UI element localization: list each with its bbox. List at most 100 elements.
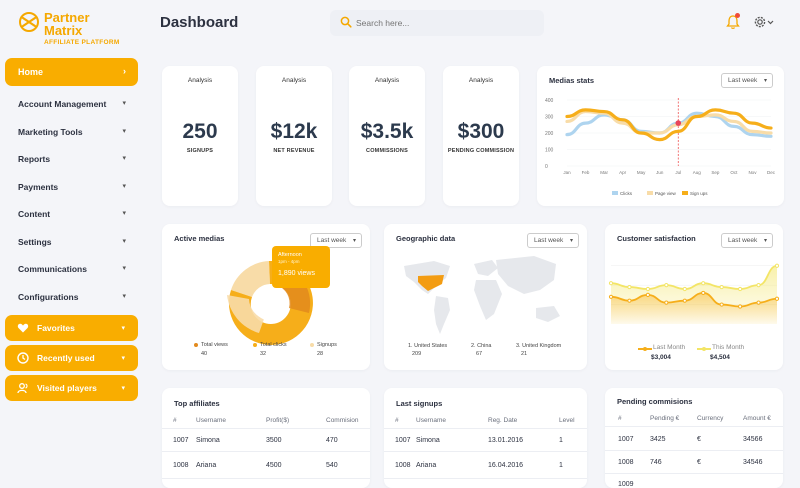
period-dropdown[interactable]: Last week ▾ <box>527 233 579 248</box>
geo-country-value: 209 <box>412 351 422 357</box>
y-tick-label: 200 <box>545 131 554 137</box>
dropdown-value: Last week <box>534 237 564 244</box>
chevron-right-icon: › <box>123 66 126 76</box>
legend-item: Signups <box>310 342 337 348</box>
row-divider <box>162 428 370 429</box>
card-title: Pending commisions <box>617 397 693 406</box>
stat-subtitle: PENDING COMMISSION <box>447 148 515 154</box>
stat-card-net-revenue: Analysis $12k NET REVENUE <box>256 66 332 206</box>
y-tick-label: 100 <box>545 148 554 154</box>
chevron-down-icon: ▾ <box>122 183 126 190</box>
column-header: # <box>395 417 399 424</box>
chevron-down-icon: ▾ <box>122 128 126 135</box>
column-header: # <box>618 415 622 422</box>
medias-stats-card: Medias stats Last week ▾ 0 100 200 300 400 Jan… <box>537 66 784 206</box>
stat-label: Analysis <box>187 77 213 84</box>
series-point <box>664 283 669 288</box>
sidebar-item-marketing-tools[interactable]: Marketing Tools ▾ <box>18 127 130 137</box>
dropdown-value: Last week <box>728 77 758 84</box>
logo-line1: Partner <box>44 10 90 25</box>
sidebar-item-visited-players[interactable]: Visited players ▾ <box>5 375 138 401</box>
card-title: Medias stats <box>549 76 595 85</box>
column-header: Amount € <box>743 415 771 422</box>
search-input[interactable] <box>356 15 536 31</box>
period-dropdown[interactable]: Last week ▾ <box>721 73 773 88</box>
customer-satisfaction-chart <box>608 263 780 324</box>
active-medias-card: Active medias Last week ▾ Total views 40 … <box>162 224 370 370</box>
sidebar-item-label: Recently used <box>37 353 95 363</box>
donut-slice-signups-inner <box>227 295 264 333</box>
dropdown-value: Last week <box>317 237 347 244</box>
logo[interactable]: Partner Matrix AFFILIATE PLATFORM <box>18 10 138 50</box>
legend-value: 40 <box>201 351 208 357</box>
table-cell: 1007 <box>173 437 189 444</box>
stat-card-commissions: Analysis $3.5k COMMISSIONS <box>349 66 425 206</box>
sidebar-item-content[interactable]: Content ▾ <box>18 209 130 219</box>
row-divider <box>605 450 783 451</box>
tooltip-range: 1pm - 4pm <box>278 259 300 264</box>
period-dropdown[interactable]: Last week ▾ <box>310 233 362 248</box>
logo-subtitle: AFFILIATE PLATFORM <box>44 39 120 46</box>
table-cell: 1008 <box>395 462 411 469</box>
stat-subtitle: NET REVENUE <box>273 148 315 154</box>
chevron-down-icon: ▾ <box>569 238 573 244</box>
x-tick-label: Jan <box>563 170 571 175</box>
notification-badge <box>735 13 740 18</box>
table-cell: 1 <box>559 437 563 444</box>
x-tick-label: Feb <box>582 170 590 175</box>
table-cell: 540 <box>326 462 338 469</box>
medias-stats-chart: 0 100 200 300 400 Jan Feb Mar Apr May Jun Jul Aug Sep… <box>545 98 776 196</box>
sidebar-item-label: Reports <box>18 154 51 164</box>
legend-label: Total views <box>201 342 228 348</box>
table-cell: 746 <box>650 459 662 466</box>
y-tick-label: 400 <box>545 98 554 104</box>
table-cell: 1007 <box>618 436 634 443</box>
sidebar-item-settings[interactable]: Settings ▾ <box>18 237 130 247</box>
sidebar-item-recently-used[interactable]: Recently used ▾ <box>5 345 138 371</box>
chart-tooltip: Afternoon 1pm - 4pm 1,890 views <box>272 246 330 288</box>
table-cell: 470 <box>326 437 338 444</box>
geo-country-label: 2. China <box>471 343 492 349</box>
sidebar-item-payments[interactable]: Payments ▾ <box>18 182 130 192</box>
table-cell: 1007 <box>395 437 411 444</box>
legend-swatch <box>612 191 618 195</box>
series-line-this-month <box>610 264 778 290</box>
series-line-last-month <box>610 292 778 308</box>
geo-country-label: 1. United States <box>408 343 448 349</box>
column-header: Username <box>416 417 446 424</box>
heart-icon <box>17 323 29 333</box>
table-cell: 13.01.2016 <box>488 437 524 444</box>
legend-dot <box>253 342 257 347</box>
legend-swatch-last-month <box>638 347 652 351</box>
sidebar-item-account-management[interactable]: Account Management ▾ <box>18 99 130 109</box>
sidebar-item-label: Favorites <box>37 323 75 333</box>
stat-subtitle: SIGNUPS <box>186 148 214 154</box>
gear-icon[interactable] <box>753 14 775 30</box>
card-title: Geographic data <box>396 234 456 243</box>
customer-satisfaction-card: Customer satisfaction Last week ▾ Last Mo… <box>605 224 783 370</box>
logo-text: Partner Matrix <box>44 11 90 37</box>
sidebar-item-home[interactable]: Home › <box>5 58 138 86</box>
chevron-down-icon: ▾ <box>763 78 767 84</box>
sidebar-item-configurations[interactable]: Configurations ▾ <box>18 292 130 302</box>
legend-dot <box>194 342 198 347</box>
series-point <box>608 294 614 299</box>
sidebar-item-communications[interactable]: Communications ▾ <box>18 264 130 274</box>
search-bar[interactable] <box>330 10 544 36</box>
donut-hole <box>253 285 289 321</box>
sidebar-item-reports[interactable]: Reports ▾ <box>18 154 130 164</box>
legend-swatch <box>682 191 688 195</box>
period-dropdown[interactable]: Last week ▾ <box>721 233 773 248</box>
series-point <box>756 300 761 305</box>
legend-label: This Month <box>712 344 745 351</box>
map-asia <box>496 256 556 294</box>
pending-commissions-card: Pending commisions # Pending € Currency … <box>605 388 783 488</box>
legend-value: $4,504 <box>710 354 730 361</box>
sidebar-item-favorites[interactable]: Favorites ▾ <box>5 315 138 341</box>
top-affiliates-card: Top affiliates # Username Profit($) Comm… <box>162 388 370 488</box>
sidebar-item-label: Settings <box>18 237 52 247</box>
stat-label: Analysis <box>374 77 400 84</box>
clock-icon <box>17 352 29 364</box>
x-tick-label: Sep <box>711 170 720 175</box>
search-icon <box>340 16 352 28</box>
